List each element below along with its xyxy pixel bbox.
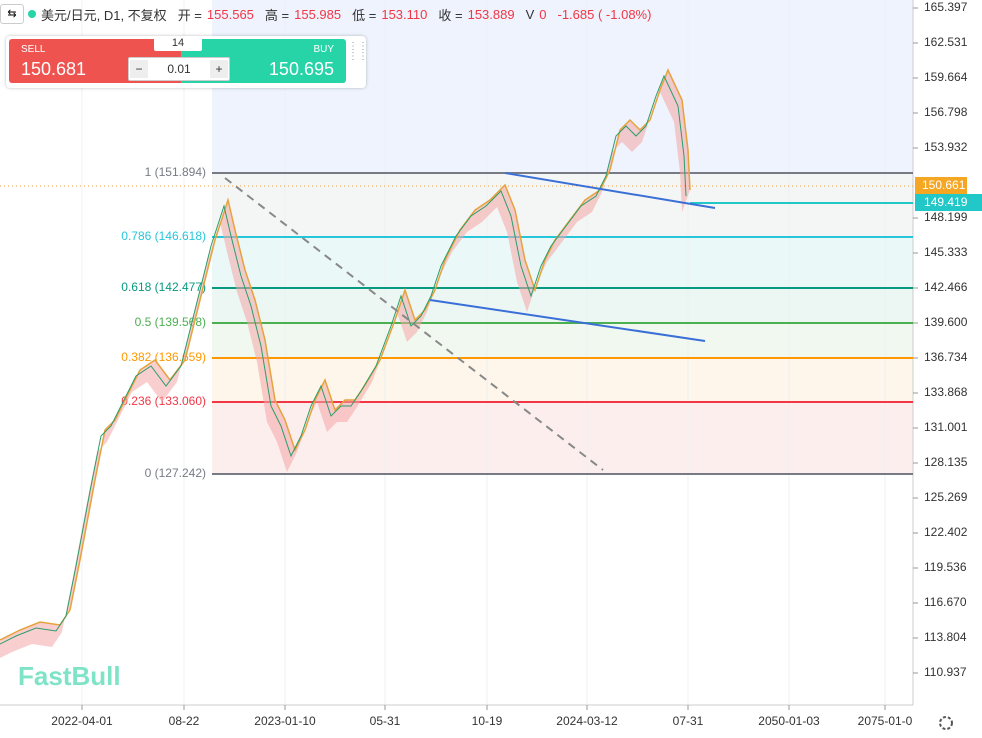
value: 153.889 [467,6,515,22]
y-tick-label: 165.397 [924,0,968,14]
x-tick-label: 2050-01-03 [758,714,820,728]
header: 美元/日元, D1, 不复权 开 = 155.565 高 = 155.985 低… [28,4,651,24]
y-tick-label: 131.001 [924,420,968,434]
label: 低 = [352,7,377,23]
value: 0 [539,6,547,22]
y-tick-label: 128.135 [924,455,968,469]
drag-handle[interactable]: ⋮⋮ ⋮⋮ [348,41,368,62]
trade-panel: SELL 150.681 BUY 150.695 14 − 0.01 + ⋮⋮ ⋮… [6,36,368,88]
x-tick-label: 07-31 [673,714,704,728]
quantity-input[interactable]: − 0.01 + [128,57,230,81]
zone [212,323,913,358]
x-tick-label: 05-31 [370,714,401,728]
buy-label: BUY [313,44,334,55]
x-tick-label: 10-19 [472,714,503,728]
y-tick-label: 162.531 [924,35,968,49]
fib-label: 0 (127.242) [145,466,206,480]
trend-line [429,299,706,342]
fib-label: 0.382 (136.659) [121,350,206,364]
price-badge [915,194,982,211]
toggle-button[interactable]: ⇆ [0,4,24,24]
y-tick-label: 139.600 [924,315,968,329]
price-path [0,74,687,645]
fib-label: 0.786 (146.618) [121,229,206,243]
fib-label: 0.236 (133.060) [121,394,206,408]
fib-label: 0.5 (139.568) [135,315,206,329]
value: 155.565 [206,6,254,22]
zone [212,173,913,237]
settings-icon[interactable] [939,716,953,730]
fib-label: 1 (151.894) [145,165,206,179]
x-tick-label: 2022-04-01 [51,714,113,728]
y-tick-label: 136.734 [924,350,968,364]
y-tick-label: 159.664 [924,70,968,84]
price-badge [915,177,967,195]
label: 开 = [177,7,202,23]
label: 高 = [264,7,290,23]
quantity: 0.01 [167,62,191,76]
fib-label: 0.618 (142.477) [121,280,206,294]
x-tick-label: 2075-01-0 [858,714,913,728]
watermark: FastBull [18,661,121,691]
zone [212,288,913,323]
change: -1.685 ( -1.08%) [557,6,652,22]
buy-price: 150.695 [268,59,334,79]
sell-label: SELL [21,44,46,55]
sell-price: 150.681 [21,59,87,79]
y-tick-label: 142.466 [924,280,968,294]
y-tick-label: 125.269 [924,490,968,504]
price-badge-text: 149.419 [924,195,968,209]
value: 155.985 [294,6,342,22]
trend-line [224,177,604,471]
y-tick-label: 148.199 [924,210,968,224]
y-tick-label: 156.798 [924,105,968,119]
y-tick-label: 113.804 [924,630,967,644]
y-tick-label: 110.937 [924,665,967,679]
x-tick-label: 08-22 [169,714,200,728]
decrease-button[interactable]: − [130,60,148,78]
y-tick-label: 145.333 [924,245,968,259]
label: V [525,6,535,22]
status-dot [28,10,36,18]
symbol: 美元/日元, D1, 不复权 [41,7,167,23]
x-tick-label: 2023-01-10 [254,714,316,728]
price-badge-text: 150.661 [922,178,966,192]
zone [212,237,913,288]
value: 153.110 [381,6,428,22]
y-tick-label: 116.670 [924,595,967,609]
trend-line [504,172,716,209]
label: 收 = [438,7,463,23]
y-tick-label: 153.932 [924,140,968,154]
y-tick-label: 119.536 [924,560,967,574]
spread: 14 [154,37,202,51]
y-tick-label: 122.402 [924,525,968,539]
increase-button[interactable]: + [209,60,228,78]
x-tick-label: 2024-03-12 [556,714,618,728]
y-tick-label: 133.868 [924,385,968,399]
